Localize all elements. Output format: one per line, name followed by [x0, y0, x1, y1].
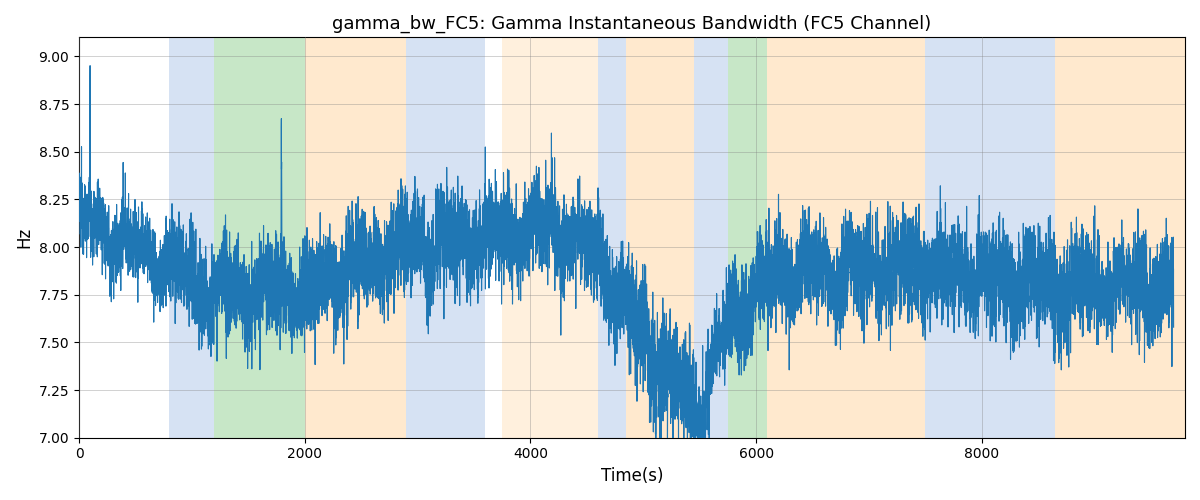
- X-axis label: Time(s): Time(s): [601, 467, 664, 485]
- Bar: [169, 38, 215, 438]
- Bar: [626, 38, 694, 438]
- Bar: [728, 38, 768, 438]
- Bar: [694, 38, 728, 438]
- Y-axis label: Hz: Hz: [14, 227, 32, 248]
- Title: gamma_bw_FC5: Gamma Instantaneous Bandwidth (FC5 Channel): gamma_bw_FC5: Gamma Instantaneous Bandwi…: [332, 15, 931, 34]
- Bar: [598, 38, 626, 438]
- Bar: [1055, 38, 1186, 438]
- Bar: [768, 38, 925, 438]
- Bar: [215, 38, 305, 438]
- Bar: [925, 38, 1055, 438]
- Bar: [407, 38, 485, 438]
- Bar: [503, 38, 598, 438]
- Bar: [305, 38, 407, 438]
